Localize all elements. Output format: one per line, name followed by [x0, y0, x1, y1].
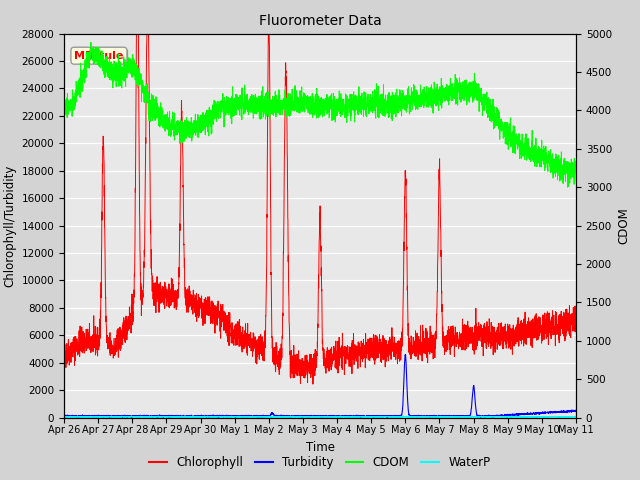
Turbidity — [524, 410, 531, 416]
CDOM — [572, 178, 580, 184]
Chlorophyll — [170, 290, 178, 296]
WaterP — [405, 413, 413, 419]
WaterP — [204, 414, 211, 420]
Legend: Chlorophyll, Turbidity, CDOM, WaterP: Chlorophyll, Turbidity, CDOM, WaterP — [145, 452, 495, 474]
CDOM — [524, 151, 531, 156]
Chlorophyll — [572, 316, 580, 322]
Line: CDOM: CDOM — [64, 42, 576, 187]
Y-axis label: CDOM: CDOM — [618, 207, 630, 244]
Line: Turbidity: Turbidity — [64, 355, 576, 418]
Turbidity — [572, 408, 580, 414]
WaterP — [370, 414, 378, 420]
Chlorophyll — [309, 381, 317, 387]
WaterP — [572, 414, 580, 420]
WaterP — [524, 414, 531, 420]
Chlorophyll — [370, 332, 378, 338]
Title: Fluorometer Data: Fluorometer Data — [259, 14, 381, 28]
WaterP — [572, 414, 580, 420]
Chlorophyll — [204, 301, 211, 307]
CDOM — [572, 158, 580, 164]
WaterP — [170, 414, 178, 420]
Text: MB_tule: MB_tule — [74, 50, 124, 61]
Line: WaterP: WaterP — [64, 416, 576, 418]
WaterP — [60, 414, 68, 420]
Chlorophyll — [524, 319, 531, 324]
CDOM — [87, 39, 95, 45]
Turbidity — [204, 413, 211, 419]
CDOM — [379, 97, 387, 103]
CDOM — [564, 184, 572, 190]
Chlorophyll — [572, 320, 580, 326]
Turbidity — [379, 414, 387, 420]
Turbidity — [572, 408, 580, 413]
Chlorophyll — [132, 31, 140, 36]
CDOM — [60, 109, 68, 115]
Turbidity — [170, 414, 178, 420]
CDOM — [370, 102, 378, 108]
WaterP — [114, 415, 122, 420]
Chlorophyll — [60, 349, 68, 355]
Turbidity — [60, 413, 68, 419]
Turbidity — [118, 415, 126, 420]
Y-axis label: Chlorophyll/Turbidity: Chlorophyll/Turbidity — [3, 165, 16, 287]
Turbidity — [370, 413, 378, 419]
WaterP — [379, 414, 387, 420]
CDOM — [204, 119, 211, 125]
CDOM — [170, 129, 178, 135]
Turbidity — [401, 352, 409, 358]
Line: Chlorophyll: Chlorophyll — [64, 34, 576, 384]
Chlorophyll — [379, 342, 387, 348]
X-axis label: Time: Time — [305, 441, 335, 454]
